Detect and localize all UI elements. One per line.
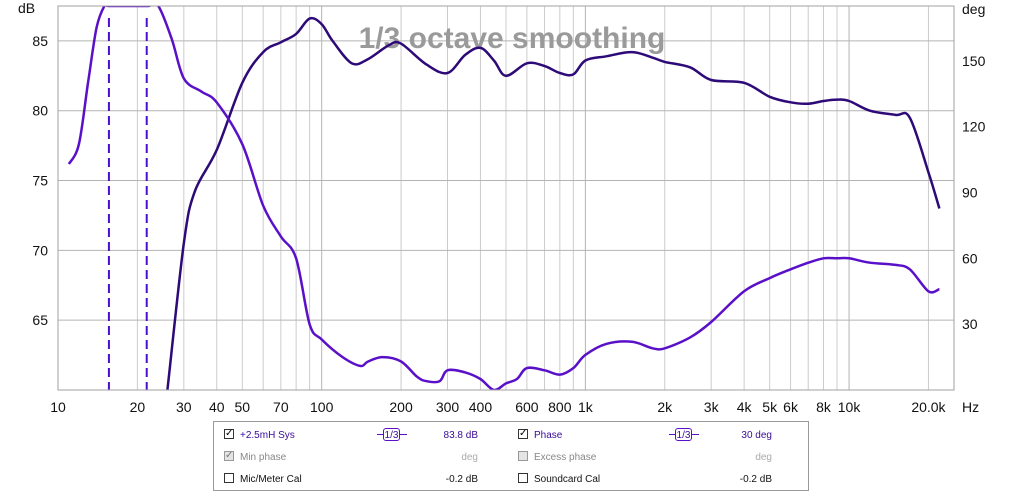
- x-tick-label: 4k: [737, 399, 753, 415]
- y-right-tick-label: 120: [962, 119, 986, 135]
- marker-lines: [107, 18, 148, 390]
- phase-checkbox[interactable]: ✓: [518, 428, 528, 439]
- series-curves: [67, 6, 941, 390]
- y-left-tick-label: 80: [32, 103, 48, 119]
- legend-row-cal: Mic/Meter Cal -0.2 dB Soundcard Cal -0.2…: [214, 468, 808, 490]
- legend-row-minphase: ✓ Min phase deg Excess phase deg: [214, 446, 808, 468]
- y-left-tick-label: 75: [32, 173, 48, 189]
- min-phase-checkbox[interactable]: ✓: [224, 450, 234, 461]
- min-phase-value: deg: [461, 452, 478, 463]
- legend-panel: ✓ +2.5mH Sys 1/3 83.8 dB ✓ Phase 1/3 30 …: [213, 421, 809, 491]
- tick-labels: 10 20 30 40 50 70 100 200 300 400 600 800 1k 2k 3k 4k 5k…: [32, 33, 985, 415]
- legend-row-sys: ✓ +2.5mH Sys 1/3 83.8 dB ✓ Phase 1/3 30 …: [214, 424, 808, 446]
- x-tick-label: 100: [310, 399, 334, 415]
- x-tick-label: 40: [209, 399, 225, 415]
- sys-smoothing-label: 1/3: [383, 428, 400, 441]
- x-tick-label: 600: [515, 399, 539, 415]
- phase-smoothing-label: 1/3: [675, 428, 692, 441]
- y-right-unit: deg: [962, 1, 985, 17]
- x-tick-label: 5k: [762, 399, 778, 415]
- plot-frame: [57, 5, 955, 391]
- series-line-phase: [67, 6, 940, 390]
- x-tick-label: 800: [548, 399, 572, 415]
- sys-checkbox[interactable]: ✓: [224, 428, 234, 439]
- x-tick-label: 6k: [783, 399, 799, 415]
- x-tick-label: 20: [130, 399, 146, 415]
- y-right-tick-label: 150: [962, 53, 986, 69]
- min-phase-label: Min phase: [240, 452, 287, 463]
- series-line--2-5mh-sys: [166, 16, 941, 390]
- soundcard-cal-value: -0.2 dB: [739, 474, 772, 485]
- x-tick-label: 200: [389, 399, 413, 415]
- x-tick-label: 400: [469, 399, 493, 415]
- mic-cal-label: Mic/Meter Cal: [240, 474, 302, 485]
- excess-phase-checkbox[interactable]: [518, 451, 528, 461]
- soundcard-cal-checkbox[interactable]: [518, 473, 528, 483]
- x-tick-label: 20.0k: [911, 399, 946, 415]
- x-tick-label: 3k: [704, 399, 720, 415]
- sys-label: +2.5mH Sys: [240, 430, 295, 441]
- chart-title: 1/3 octave smoothing: [359, 22, 666, 55]
- phase-value: 30 deg: [741, 430, 772, 441]
- sys-smoothing-button[interactable]: 1/3: [377, 428, 407, 441]
- x-tick-label: 50: [235, 399, 251, 415]
- x-tick-label: 30: [176, 399, 192, 415]
- x-tick-label: 8k: [816, 399, 832, 415]
- sys-value: 83.8 dB: [443, 430, 478, 441]
- x-unit: Hz: [962, 399, 979, 415]
- y-right-tick-label: 90: [962, 185, 978, 201]
- y-right-tick-label: 30: [962, 316, 978, 332]
- soundcard-cal-label: Soundcard Cal: [534, 474, 601, 485]
- excess-phase-value: deg: [755, 452, 772, 463]
- y-left-tick-label: 85: [32, 33, 48, 49]
- frequency-response-chart: 10 20 30 40 50 70 100 200 300 400 600 800 1k 2k 3k 4k 5k…: [18, 0, 986, 415]
- y-left-unit: dB: [18, 0, 35, 16]
- x-tick-label: 10k: [838, 399, 862, 415]
- x-tick-label: 300: [436, 399, 460, 415]
- x-tick-label: 10: [50, 399, 66, 415]
- y-left-tick-label: 70: [32, 242, 48, 258]
- x-tick-label: 70: [273, 399, 289, 415]
- x-tick-label: 1k: [578, 399, 594, 415]
- y-right-tick-label: 60: [962, 250, 978, 266]
- mic-cal-value: -0.2 dB: [445, 474, 478, 485]
- grid: [57, 6, 954, 390]
- phase-smoothing-button[interactable]: 1/3: [669, 428, 699, 441]
- phase-label: Phase: [534, 430, 563, 441]
- excess-phase-label: Excess phase: [534, 452, 597, 463]
- mic-cal-checkbox[interactable]: [224, 473, 234, 483]
- x-tick-label: 2k: [657, 399, 673, 415]
- y-left-tick-label: 65: [32, 312, 48, 328]
